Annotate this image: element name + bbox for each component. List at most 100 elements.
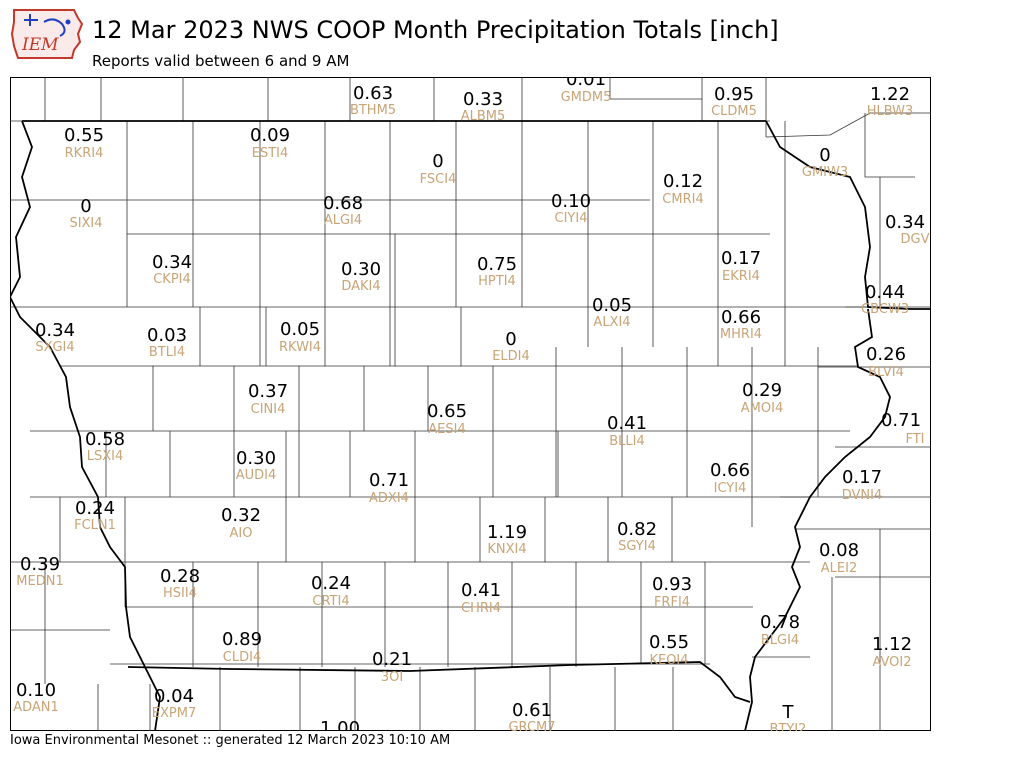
station-value: 0.82 xyxy=(617,519,657,540)
station-value: T xyxy=(782,702,795,723)
station-id: 3OI xyxy=(381,670,403,685)
station-value: 0.65 xyxy=(427,401,467,422)
station-id: GRCM7 xyxy=(508,720,555,731)
station-value: 0.55 xyxy=(649,632,689,653)
page-subtitle: Reports valid between 6 and 9 AM xyxy=(92,52,350,70)
station-id: ELDI4 xyxy=(492,349,530,364)
station-value: 0.05 xyxy=(592,295,632,316)
station-value: 0.09 xyxy=(250,125,290,146)
station-id: ADAN1 xyxy=(13,700,59,715)
page-title: 12 Mar 2023 NWS COOP Month Precipitation… xyxy=(92,16,779,44)
station-id: GMDM5 xyxy=(561,90,612,105)
station-id: HPTI4 xyxy=(478,274,516,289)
station-id: ALGI4 xyxy=(324,213,362,228)
station-id: AUDI4 xyxy=(236,468,277,483)
station-id: LSXI4 xyxy=(87,449,124,464)
station-value: 0.32 xyxy=(221,505,261,526)
station-value: 0.41 xyxy=(461,580,501,601)
logo-dot-icon xyxy=(65,19,71,25)
station-id: CLDI4 xyxy=(223,650,261,665)
footer-credit: Iowa Environmental Mesonet :: generated … xyxy=(10,733,451,748)
station-id: BTLI4 xyxy=(149,345,185,360)
station-value: 0.30 xyxy=(236,448,276,469)
iowa-west-border xyxy=(10,120,161,731)
station-value: 0.04 xyxy=(154,686,194,707)
station-value: 0.28 xyxy=(160,566,200,587)
station-plot: 1.00 xyxy=(320,718,360,731)
station-value: 0.17 xyxy=(721,248,761,269)
station-id: FCLN1 xyxy=(74,518,116,533)
station-id: ALEI2 xyxy=(821,561,857,576)
station-id: ICYI4 xyxy=(714,481,747,496)
station-id: EXPM7 xyxy=(152,706,196,721)
station-id: RKRI4 xyxy=(65,146,104,161)
station-value: 0.71 xyxy=(369,470,409,491)
station-id: AVOI2 xyxy=(872,655,911,670)
station-value: 0.44 xyxy=(865,282,905,303)
iowa-missouri-border xyxy=(127,661,751,703)
station-value: 0 xyxy=(505,329,516,350)
station-value: 0.10 xyxy=(551,191,591,212)
station-value: 0.05 xyxy=(280,319,320,340)
station-value: 0.08 xyxy=(819,540,859,561)
station-value: 0.61 xyxy=(512,700,552,721)
station-value: 0.21 xyxy=(372,649,412,670)
station-id: CHRI4 xyxy=(461,601,501,616)
station-value: 0.58 xyxy=(85,429,125,450)
station-value: 0.41 xyxy=(607,413,647,434)
station-value: 0.24 xyxy=(311,573,351,594)
station-id: CMRI4 xyxy=(662,192,703,207)
logo-weather-symbol-icon xyxy=(24,14,66,37)
mississippi-river-border xyxy=(744,120,931,731)
station-id: DVNI4 xyxy=(842,488,883,503)
station-id: BLLI4 xyxy=(609,434,645,449)
station-id: ALBM5 xyxy=(461,109,506,124)
station-id: MEDN1 xyxy=(16,574,63,589)
station-value: 0.17 xyxy=(842,467,882,488)
station-value: 0.39 xyxy=(20,554,60,575)
station-value: 0.29 xyxy=(742,380,782,401)
station-value: 1.12 xyxy=(872,634,912,655)
station-value: 0.75 xyxy=(477,254,517,275)
station-value: 1.22 xyxy=(870,84,910,105)
station-id: EKRI4 xyxy=(722,269,760,284)
station-value: 0.37 xyxy=(248,381,288,402)
station-id: BTHM5 xyxy=(350,103,396,118)
station-value: 0.66 xyxy=(710,460,750,481)
station-value: 0.71 xyxy=(881,410,921,431)
station-id: CKPI4 xyxy=(153,272,191,287)
station-id: KNXI4 xyxy=(487,542,526,557)
station-value: 0.24 xyxy=(75,498,115,519)
station-id: FTI xyxy=(905,432,924,447)
station-value: 0.68 xyxy=(323,193,363,214)
station-id: AIO xyxy=(230,526,253,541)
station-id: FSCI4 xyxy=(420,172,457,187)
station-value: 0.55 xyxy=(64,125,104,146)
